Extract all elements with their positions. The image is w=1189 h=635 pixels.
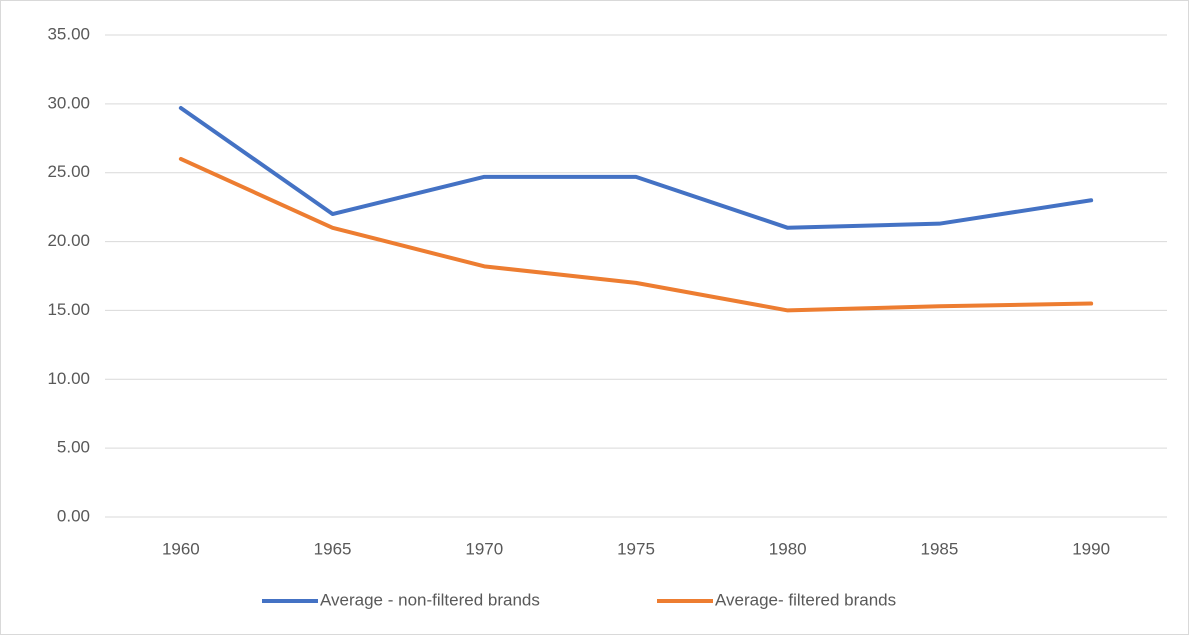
y-tick-label: 10.00 bbox=[47, 369, 90, 388]
x-tick-label: 1975 bbox=[617, 539, 655, 558]
x-tick-label: 1985 bbox=[921, 539, 959, 558]
legend-label: Average - non-filtered brands bbox=[320, 590, 540, 609]
x-tick-label: 1980 bbox=[769, 539, 807, 558]
x-tick-label: 1990 bbox=[1072, 539, 1110, 558]
y-tick-label: 30.00 bbox=[47, 93, 90, 112]
series-line bbox=[178, 105, 1094, 230]
y-tick-label: 20.00 bbox=[47, 231, 90, 250]
x-tick-label: 1970 bbox=[465, 539, 503, 558]
y-tick-label: 5.00 bbox=[57, 438, 90, 457]
y-tick-label: 15.00 bbox=[47, 300, 90, 319]
y-tick-label: 0.00 bbox=[57, 506, 90, 525]
x-tick-label: 1960 bbox=[162, 539, 200, 558]
y-tick-label: 25.00 bbox=[47, 162, 90, 181]
series-line bbox=[178, 156, 1094, 313]
legend-label: Average- filtered brands bbox=[715, 590, 896, 609]
x-tick-label: 1965 bbox=[314, 539, 352, 558]
y-tick-label: 35.00 bbox=[47, 24, 90, 43]
